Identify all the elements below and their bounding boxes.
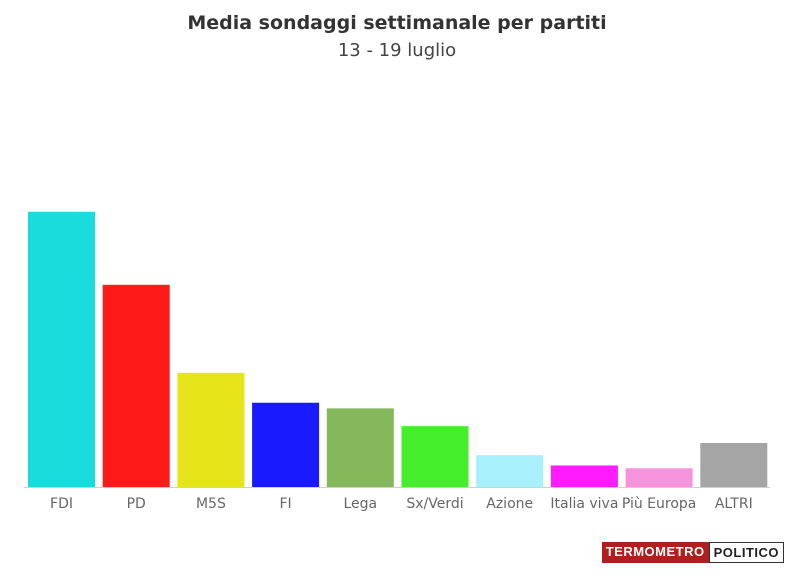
x-tick-label: M5S (196, 496, 226, 512)
x-tick-label: FI (280, 496, 292, 512)
bar-pi-europa (625, 468, 693, 487)
chart-subtitle: 13 - 19 luglio (337, 40, 457, 61)
bar-pd (102, 284, 170, 487)
brand-logo: TERMOMETRO POLITICO (601, 542, 784, 563)
bar-lega (326, 408, 394, 487)
bar-altri (700, 443, 768, 487)
x-tick-label: Azione (486, 496, 533, 512)
x-tick-label: Lega (343, 496, 377, 512)
x-tick-label: Più Europa (622, 496, 697, 512)
bar-azione (476, 455, 544, 487)
bar-sx-verdi (401, 426, 469, 487)
bar-fdi (28, 211, 95, 488)
chart-title: Media sondaggi settimanale per partiti (187, 12, 607, 34)
bar-m5s (177, 372, 245, 487)
x-tick-label: Sx/Verdi (406, 496, 463, 512)
bar-fi (252, 402, 320, 487)
x-tick-label: Italia viva (550, 496, 618, 512)
brand-logo-part2: POLITICO (708, 542, 784, 563)
x-tick-label: FDI (50, 496, 73, 512)
x-tick-label: ALTRI (715, 496, 753, 512)
brand-logo-part1: TERMOMETRO (601, 542, 709, 563)
x-tick-label: PD (127, 496, 146, 512)
bar-italia-viva (550, 465, 618, 487)
